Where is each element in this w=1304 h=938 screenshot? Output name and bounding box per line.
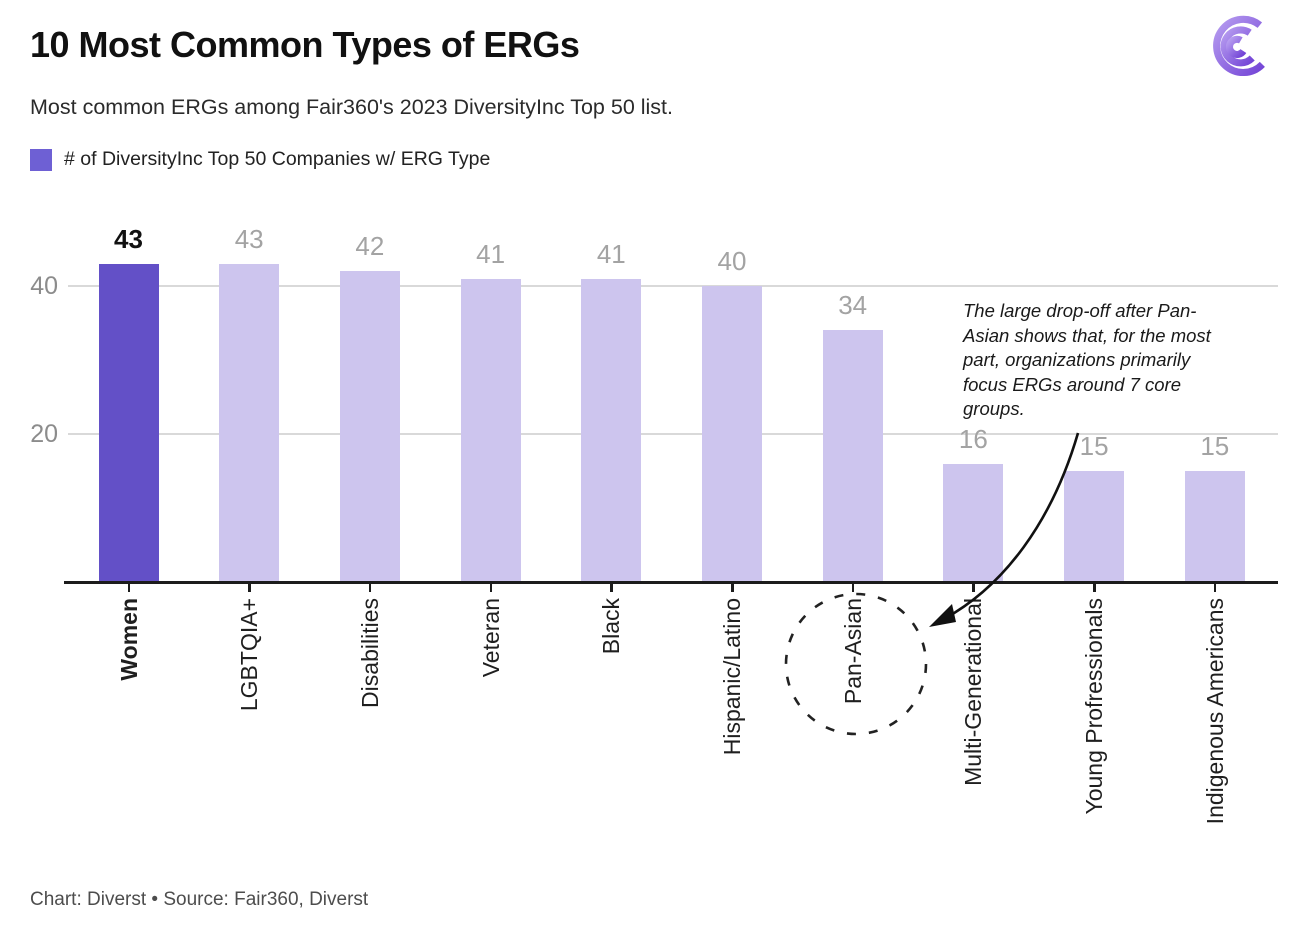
x-tick-label: Multi-Generational: [960, 598, 987, 786]
x-tick-label: Disabilities: [356, 598, 383, 708]
x-tick-label: LGBTQIA+: [236, 598, 263, 712]
footer-credit: Chart: Diverst • Source: Fair360, Divers…: [30, 889, 369, 910]
pan-asian-highlight-circle: [784, 592, 928, 736]
legend-label: # of DiversityInc Top 50 Companies w/ ER…: [64, 148, 491, 170]
bar: [581, 278, 642, 582]
bar-value-label: 15: [1079, 431, 1109, 461]
annotation-text: The large drop-off after Pan-Asian shows…: [963, 300, 1211, 420]
x-tick-label: Indigenous Americans: [1201, 598, 1228, 825]
x-axis-tick: [127, 584, 130, 592]
y-gridline: [68, 433, 1278, 435]
y-tick-label: 20: [30, 420, 58, 448]
bar-value-label: 34: [838, 290, 868, 321]
bar-value-label: 42: [355, 231, 385, 262]
bar-value-label: 41: [476, 238, 506, 269]
chart-subtitle: Most common ERGs among Fair360's 2023 Di…: [30, 95, 673, 119]
x-axis-tick: [248, 584, 251, 592]
bar: [1184, 471, 1245, 582]
x-axis-line: [64, 581, 1278, 584]
x-tick-label: Young Profressionals: [1081, 598, 1108, 815]
bar-value-label: 43: [114, 223, 143, 254]
bar-value-label: 15: [1200, 431, 1230, 461]
bar: [219, 263, 280, 582]
diverst-logo-icon: [1213, 15, 1265, 77]
y-tick-label: 40: [30, 272, 58, 300]
x-axis-tick: [972, 584, 975, 592]
x-axis-tick: [368, 584, 372, 592]
legend: # of DiversityInc Top 50 Companies w/ ER…: [30, 148, 490, 171]
x-axis-tick: [610, 584, 613, 592]
annotation-arrow: [943, 432, 1080, 621]
bar-value-label: 16: [958, 423, 988, 454]
bar: [1064, 471, 1125, 582]
x-tick-label: Veteran: [477, 598, 504, 678]
x-axis-tick: [489, 584, 493, 592]
x-tick-label: Hispanic/Latino: [719, 598, 745, 756]
bar: [822, 330, 883, 582]
x-axis-tick: [1093, 584, 1096, 592]
bar-value-label: 41: [596, 238, 626, 269]
bar: [98, 263, 159, 582]
page-title: 10 Most Common Types of ERGs: [30, 24, 580, 65]
legend-swatch: [30, 148, 52, 171]
annotation-arrowhead: [929, 604, 956, 627]
x-tick-label: Pan-Asian: [839, 598, 866, 705]
x-axis-tick: [851, 584, 855, 592]
bar: [460, 278, 521, 582]
x-axis-tick: [1213, 584, 1217, 592]
bar-value-label: 43: [234, 223, 264, 254]
bar-value-label: 40: [717, 246, 747, 276]
bar: [943, 463, 1004, 582]
bar: [339, 271, 400, 582]
x-tick-label: Black: [598, 598, 625, 655]
x-tick-label: Women: [115, 598, 142, 681]
x-axis-tick: [731, 584, 734, 592]
y-gridline: [68, 285, 1278, 287]
bar: [702, 286, 762, 582]
